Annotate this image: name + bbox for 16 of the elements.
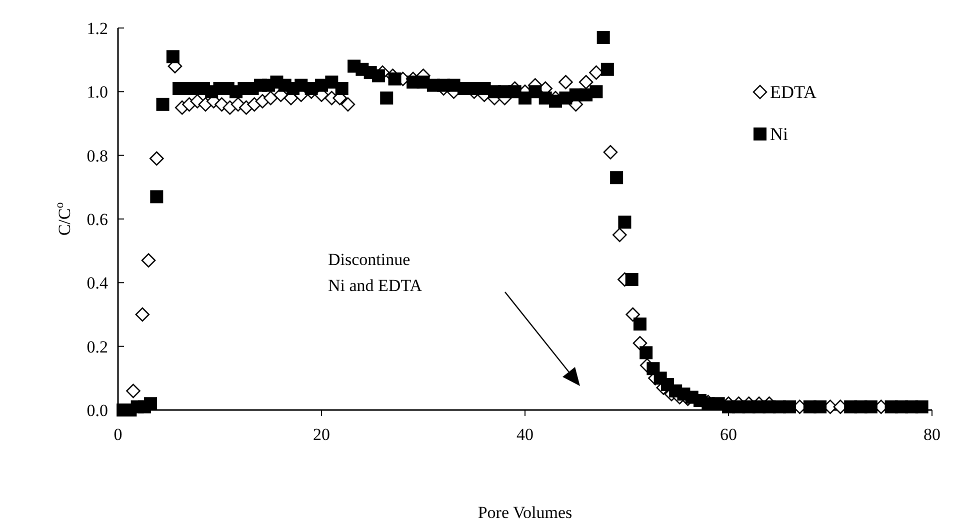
- y-tick-label: 0.2: [86, 337, 108, 356]
- x-tick-label: 20: [313, 425, 330, 444]
- legend-label: Ni: [770, 124, 788, 144]
- legend-label: EDTA: [770, 82, 817, 102]
- y-tick-label: 1.2: [86, 18, 108, 38]
- y-tick-label: 0.0: [86, 400, 108, 420]
- y-tick-label: 0.6: [86, 210, 108, 229]
- y-tick-label: 1.0: [86, 82, 108, 102]
- y-tick-label: 0.8: [86, 146, 108, 166]
- x-tick-label: 80: [924, 425, 940, 444]
- y-tick-label: 0.4: [86, 274, 108, 293]
- x-tick-label: 60: [720, 425, 737, 444]
- annotation: Discontinue Ni and EDTA: [328, 250, 423, 295]
- x-tick-label: 40: [516, 425, 534, 444]
- x-axis-title: Pore Volumes: [478, 503, 572, 522]
- x-tick-label: 0: [114, 425, 122, 444]
